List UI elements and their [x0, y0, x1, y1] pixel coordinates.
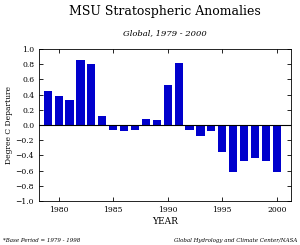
Text: *Base Period = 1979 - 1998: *Base Period = 1979 - 1998 — [3, 238, 80, 243]
Bar — [142, 119, 150, 125]
Bar — [175, 63, 183, 125]
Bar — [207, 125, 215, 131]
Bar — [164, 85, 172, 125]
Bar — [131, 125, 139, 130]
Bar — [87, 64, 95, 125]
Bar — [76, 61, 85, 125]
Bar — [218, 125, 226, 151]
Bar — [262, 125, 270, 161]
Bar — [273, 125, 281, 172]
Y-axis label: Degree C Departure: Degree C Departure — [5, 86, 13, 164]
Bar — [229, 125, 237, 172]
Bar — [251, 125, 259, 158]
Bar — [185, 125, 194, 130]
X-axis label: YEAR: YEAR — [152, 217, 178, 226]
Bar — [240, 125, 248, 161]
Bar — [196, 125, 205, 136]
Bar — [55, 96, 63, 125]
Bar — [109, 125, 117, 130]
Bar — [65, 100, 74, 125]
Text: Global Hydrology and Climate Center/NASA: Global Hydrology and Climate Center/NASA — [174, 238, 297, 243]
Text: MSU Stratospheric Anomalies: MSU Stratospheric Anomalies — [69, 5, 261, 18]
Text: Global, 1979 - 2000: Global, 1979 - 2000 — [123, 29, 207, 37]
Bar — [153, 120, 161, 125]
Bar — [44, 91, 52, 125]
Bar — [120, 125, 128, 131]
Bar — [98, 116, 106, 125]
